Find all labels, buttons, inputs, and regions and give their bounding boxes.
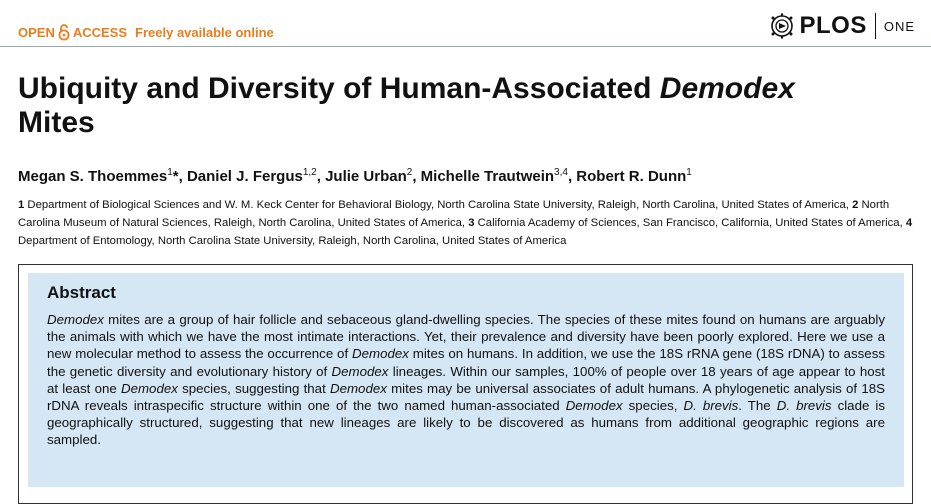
author[interactable]: Megan S. Thoemmes1*: [18, 167, 179, 185]
header-divider: [0, 46, 931, 47]
author[interactable]: Daniel J. Fergus1,2: [186, 167, 317, 185]
abstract-text-run: species, suggesting that: [177, 380, 330, 396]
author[interactable]: Julie Urban2: [325, 167, 413, 185]
plos-one-logo: PLOS ONE: [769, 12, 915, 40]
affiliation-number: 4: [905, 217, 913, 229]
logo-divider: [874, 13, 876, 39]
affiliation-number: 1: [18, 199, 25, 211]
affiliation-text: Department of Entomology, North Carolina…: [18, 235, 567, 247]
affiliation-text: Department of Biological Sciences and W.…: [24, 199, 849, 211]
title-main: Ubiquity and Diversity of Human-Associat…: [18, 72, 660, 105]
abstract-text: Demodex mites are a group of hair follic…: [47, 311, 885, 449]
affiliations: 1 Department of Biological Sciences and …: [18, 196, 918, 250]
open-access-lock-icon: [58, 24, 70, 41]
plos-wordmark: PLOS: [799, 12, 867, 39]
species-name: Demodex: [329, 380, 387, 396]
title-end: Mites: [18, 106, 95, 139]
author-name: Daniel J. Fergus: [186, 168, 303, 185]
author-name: Megan S. Thoemmes: [18, 168, 168, 185]
abstract-text-run: clade is geographically structured, sugg…: [47, 398, 886, 448]
author-affiliation-ref: 1,2: [302, 167, 317, 178]
species-name: D. brevis: [683, 398, 739, 414]
affiliation-item: 2 North Carolina Museum of Natural Scien…: [18, 199, 889, 229]
access-label: ACCESS: [72, 24, 128, 40]
open-label: OPEN: [18, 24, 55, 40]
abstract-text-run: species,: [622, 398, 684, 414]
species-name: Demodex: [565, 398, 623, 414]
abstract-text-run: mites are a group of hair follicle and s…: [47, 312, 885, 362]
corresponding-author-mark: *: [172, 168, 179, 185]
author-affiliation-ref: 1: [686, 167, 692, 178]
author-affiliation-ref: 2: [406, 167, 413, 178]
species-name: Demodex: [120, 380, 178, 396]
article-title: Ubiquity and Diversity of Human-Associat…: [18, 72, 918, 140]
freely-available-label: Freely available online: [135, 24, 274, 40]
abstract-section: Abstract Demodex mites are a group of ha…: [28, 273, 904, 487]
journal-name: ONE: [883, 18, 915, 34]
author[interactable]: Robert R. Dunn1: [576, 167, 692, 185]
abstract-text-run: . The: [738, 398, 777, 414]
author-name: Julie Urban: [325, 168, 407, 185]
abstract-text-run: lineages. Within our samples, 100% of pe…: [47, 363, 886, 396]
species-name: D. brevis: [776, 398, 832, 414]
affiliation-number: 2: [852, 199, 859, 211]
author-name: Michelle Trautwein: [420, 168, 555, 185]
author-name: Robert R. Dunn: [576, 168, 687, 185]
species-name: Demodex: [47, 312, 104, 327]
plos-logo-icon: [771, 13, 794, 39]
author-list: Megan S. Thoemmes1*, Daniel J. Fergus1,2…: [18, 167, 692, 185]
affiliation-item: 4 Department of Entomology, North Caroli…: [18, 217, 912, 247]
species-name: Demodex: [331, 363, 389, 379]
open-access-banner: OPEN ACCESS Freely available online: [18, 20, 274, 44]
author-affiliation-ref: 1: [167, 167, 173, 178]
abstract-text-run: mites on humans. In addition, we use the…: [47, 346, 885, 379]
title-genus: Demodex: [659, 72, 795, 105]
affiliation-text: North Carolina Museum of Natural Science…: [18, 199, 890, 229]
author-affiliation-ref: 3,4: [554, 167, 568, 178]
affiliation-item: 3 California Academy of Sciences, San Fr…: [468, 217, 903, 229]
author[interactable]: Michelle Trautwein3,4: [420, 167, 568, 185]
species-name: Demodex: [352, 346, 409, 362]
affiliation-item: 1 Department of Biological Sciences and …: [18, 199, 849, 211]
affiliation-text: California Academy of Sciences, San Fran…: [474, 217, 903, 229]
abstract-text-run: mites may be universal associates of adu…: [47, 380, 885, 414]
affiliation-number: 3: [468, 217, 475, 229]
abstract-heading: Abstract: [47, 283, 116, 302]
